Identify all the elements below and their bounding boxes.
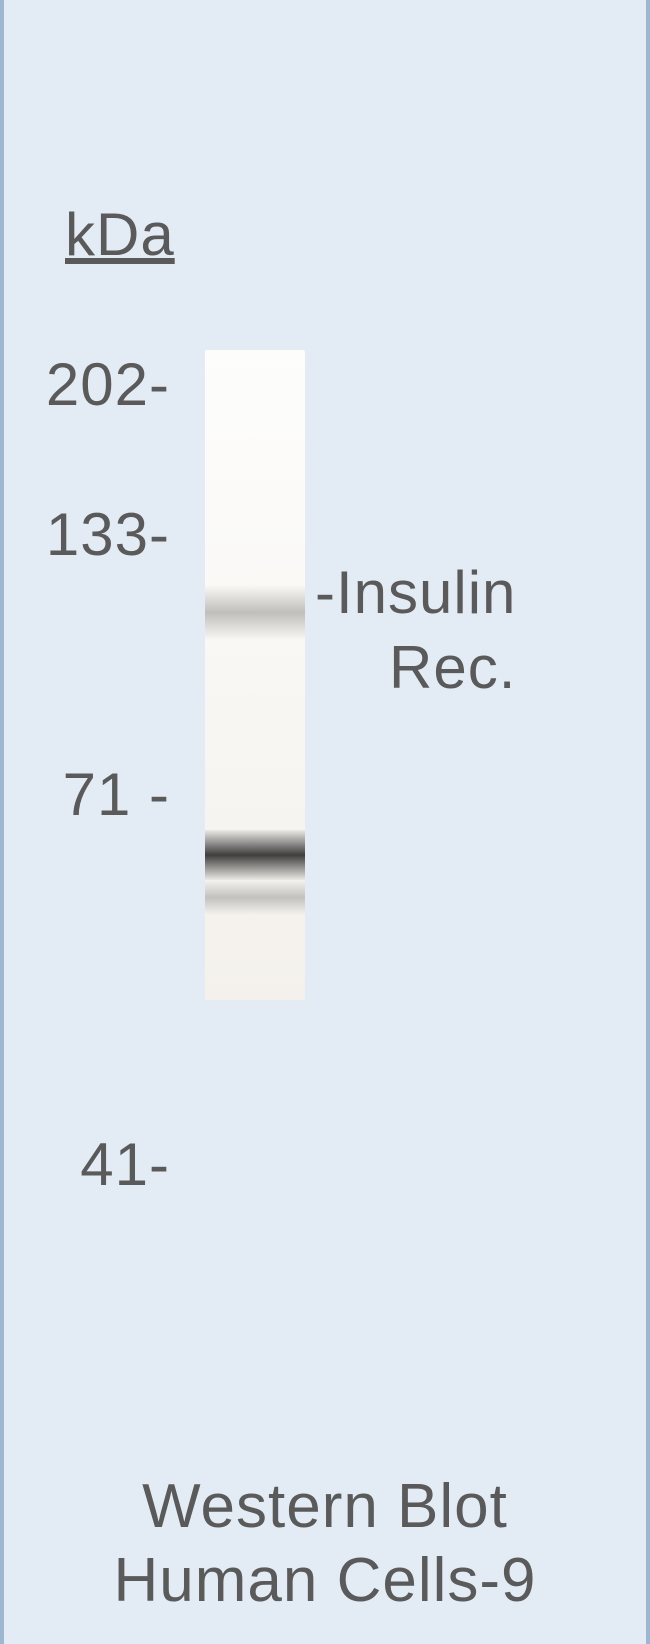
band-insulin-rec — [205, 585, 305, 640]
marker-41: 41- — [0, 1130, 170, 1199]
caption-line2: Human Cells-9 — [113, 1546, 536, 1615]
figure-caption: Western Blot Human Cells-9 — [0, 1470, 650, 1619]
marker-202: 202- — [0, 350, 170, 419]
target-line1: -Insulin — [315, 559, 516, 626]
kda-header-label: kDa — [65, 200, 175, 269]
band-lower-faint — [205, 880, 305, 915]
marker-71: 71 - — [0, 760, 170, 829]
target-line2: Rec. — [389, 634, 516, 701]
marker-133: 133- — [0, 500, 170, 569]
blot-lane — [205, 350, 305, 1000]
band-lower-dark — [205, 830, 305, 880]
caption-line1: Western Blot — [142, 1472, 508, 1541]
target-protein-label: -Insulin Rec. — [315, 555, 516, 705]
